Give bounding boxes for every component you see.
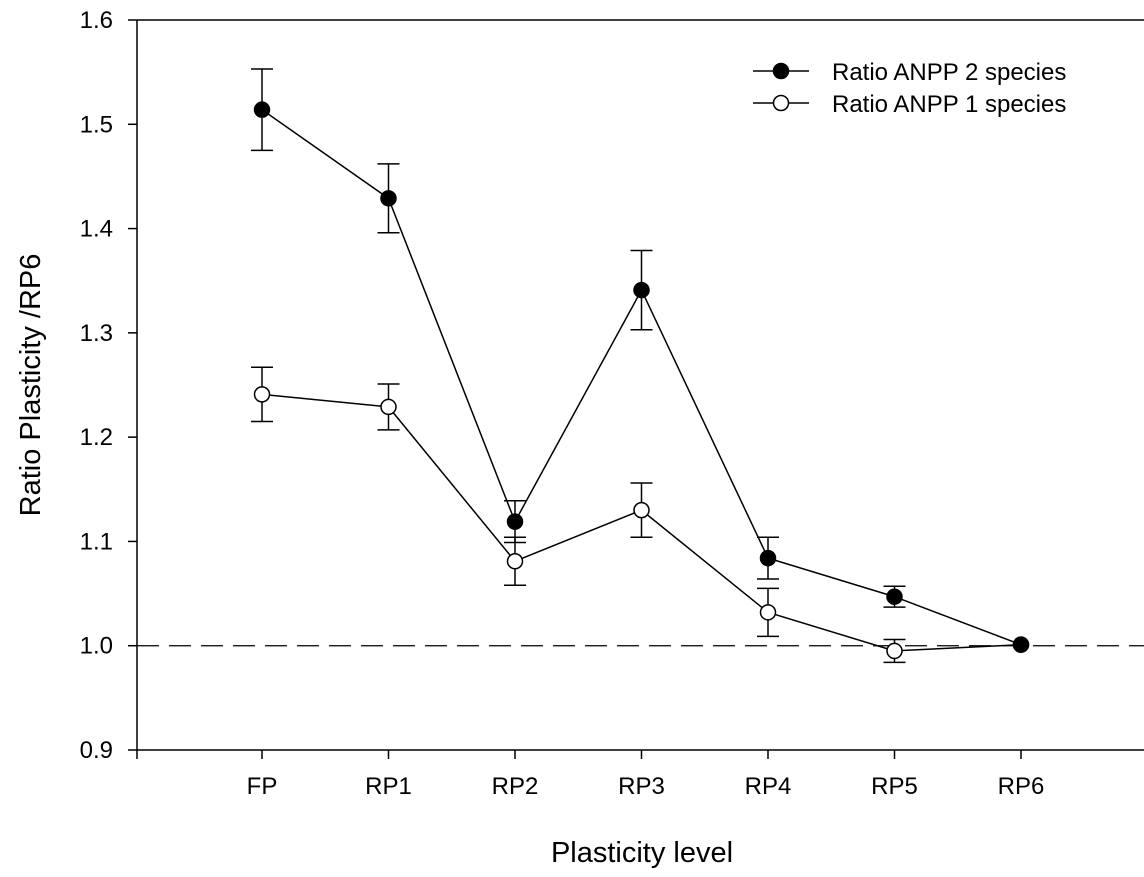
x-tick-label: RP2 xyxy=(492,773,539,800)
data-point xyxy=(506,552,524,570)
y-tick-label: 1.5 xyxy=(80,111,113,138)
x-axis-label: Plasticity level xyxy=(551,837,733,869)
legend-label-series-2: Ratio ANPP 1 species xyxy=(832,91,1066,118)
y-tick-label: 1.2 xyxy=(80,424,113,451)
y-tick-label: 1.3 xyxy=(80,320,113,347)
legend-label-series-1: Ratio ANPP 2 species xyxy=(832,59,1066,86)
x-tick-label: FP xyxy=(247,773,278,800)
x-tick-label: RP6 xyxy=(998,773,1045,800)
y-tick-label: 0.9 xyxy=(80,737,113,764)
series-1 xyxy=(251,68,1030,653)
data-point xyxy=(506,513,524,530)
x-tick-label: RP4 xyxy=(745,773,792,800)
data-point xyxy=(253,101,271,118)
data-point xyxy=(886,588,903,605)
y-axis-label: Ratio Plasticity /RP6 xyxy=(15,254,47,517)
data-point xyxy=(886,642,903,660)
x-ticks: FP RP1 RP2 RP3 RP4 RP5 RP6 xyxy=(136,750,1045,800)
axes xyxy=(136,19,1144,751)
x-tick-label: RP1 xyxy=(365,773,412,800)
data-point xyxy=(759,549,777,567)
data-point xyxy=(633,281,650,299)
legend-marker-series-2 xyxy=(772,94,790,112)
y-tick-label: 1.4 xyxy=(80,216,113,243)
y-tick-label: 1.1 xyxy=(80,528,113,555)
series-2 xyxy=(251,366,1030,664)
y-ticks: 0.9 1.0 1.1 1.2 1.3 1.4 1.5 1.6 xyxy=(80,7,137,764)
x-tick-label: RP3 xyxy=(618,773,665,800)
y-tick-label: 1.0 xyxy=(80,633,113,660)
x-tick-label: RP5 xyxy=(871,773,918,800)
series-line xyxy=(261,109,1022,646)
legend: Ratio ANPP 2 species Ratio ANPP 1 specie… xyxy=(753,59,1066,118)
data-point xyxy=(633,501,650,519)
data-point xyxy=(380,190,397,207)
data-point xyxy=(1012,636,1030,653)
data-point xyxy=(253,386,271,403)
data-point xyxy=(759,604,777,621)
legend-marker-series-1 xyxy=(772,62,790,80)
y-tick-label: 1.6 xyxy=(80,7,113,34)
series-group xyxy=(251,68,1030,664)
data-point xyxy=(380,398,397,416)
